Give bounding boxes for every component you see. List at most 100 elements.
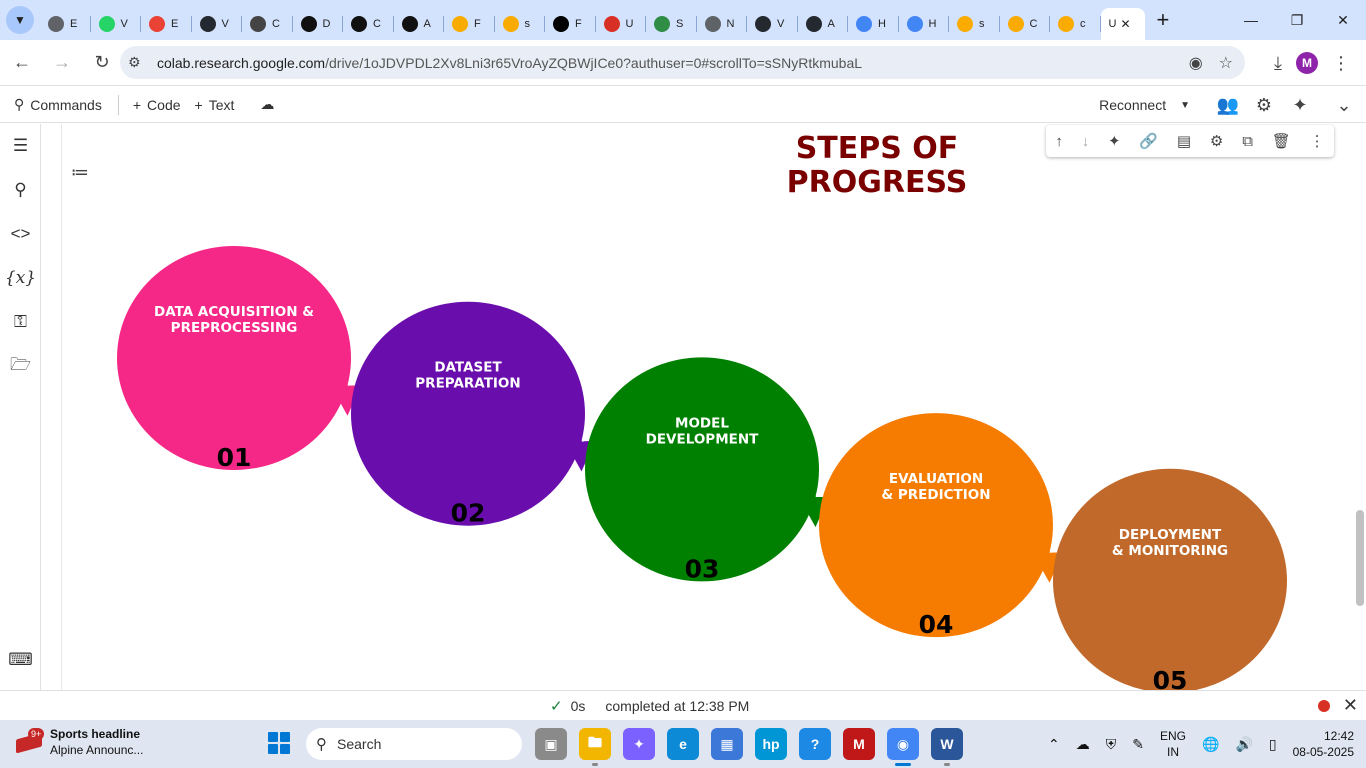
- files-folder-icon[interactable]: 🗁: [9, 354, 32, 374]
- reload-button[interactable]: ↻: [94, 52, 110, 72]
- mirror-cell-icon[interactable]: ⧉: [1242, 132, 1253, 150]
- tab-search-button[interactable]: ▼: [6, 6, 34, 34]
- browser-tab[interactable]: D: [293, 8, 344, 40]
- code-snippets-icon[interactable]: <>: [10, 224, 31, 243]
- close-icon[interactable]: ✕: [1342, 695, 1358, 715]
- pen-menu-icon[interactable]: ✎: [1132, 735, 1144, 752]
- reconnect-button[interactable]: Reconnect ▼: [1099, 97, 1190, 113]
- gemini-sparkle-icon[interactable]: ✦: [1292, 94, 1308, 115]
- caret-down-icon[interactable]: ▼: [1180, 99, 1190, 111]
- windows-start-icon[interactable]: [268, 732, 290, 754]
- browser-tab[interactable]: C: [242, 8, 293, 40]
- store-icon[interactable]: ▦: [711, 728, 743, 760]
- move-down-icon[interactable]: ↓: [1081, 132, 1090, 150]
- maximize-button[interactable]: ❐: [1290, 11, 1304, 28]
- cell-more-icon[interactable]: ⋮: [1309, 133, 1325, 150]
- eye-off-icon[interactable]: ◉: [1188, 54, 1203, 72]
- delete-icon[interactable]: 🗑: [1271, 133, 1291, 150]
- browser-tab[interactable]: N: [697, 8, 748, 40]
- scrollbar-thumb[interactable]: [1356, 510, 1364, 606]
- browser-tab[interactable]: c: [1050, 8, 1101, 40]
- add-text-button[interactable]: + Text: [195, 97, 235, 113]
- move-up-icon[interactable]: ↑: [1055, 132, 1063, 150]
- chrome-icon[interactable]: ◉: [887, 728, 919, 766]
- word-icon[interactable]: W: [931, 728, 963, 766]
- colab-toolbar: ⚲ Commands + Code + Text ☁ Reconnect ▼ 👥 ⚙ ✦…: [0, 87, 1366, 123]
- browser-tab[interactable]: E: [40, 8, 91, 40]
- battery-icon[interactable]: ▯: [1268, 735, 1277, 752]
- language-indicator[interactable]: ENG IN: [1160, 728, 1186, 760]
- step-circle: [351, 301, 585, 526]
- profile-avatar[interactable]: M: [1296, 52, 1318, 74]
- browser-tab[interactable]: s: [949, 8, 1000, 40]
- browser-tab[interactable]: A: [798, 8, 849, 40]
- cloud-save-icon[interactable]: ☁: [260, 96, 275, 112]
- forward-button[interactable]: →: [53, 52, 71, 72]
- browser-tab[interactable]: H: [899, 8, 950, 40]
- cell-settings-icon[interactable]: ⚙: [1209, 133, 1224, 150]
- bookmark-star-icon[interactable]: ☆: [1218, 54, 1233, 72]
- commands-button[interactable]: ⚲ Commands: [14, 96, 102, 113]
- clock[interactable]: 12:42 08-05-2025: [1293, 728, 1354, 760]
- browser-tab[interactable]: H: [848, 8, 899, 40]
- gemini-icon[interactable]: ✦: [1108, 133, 1121, 150]
- browser-tab[interactable]: C: [343, 8, 394, 40]
- vertical-scrollbar[interactable]: [1354, 124, 1366, 690]
- browser-tab-active[interactable]: U ✕: [1100, 8, 1145, 40]
- tab-close-icon[interactable]: ✕: [1120, 17, 1131, 31]
- window-controls: — ❐ ✕: [1228, 0, 1366, 40]
- browser-tab[interactable]: V: [747, 8, 798, 40]
- variables-icon[interactable]: {x}: [4, 268, 37, 288]
- security-icon[interactable]: ⛨: [1105, 735, 1117, 752]
- settings-gear-icon[interactable]: ⚙: [1255, 94, 1273, 115]
- url-text[interactable]: colab.research.google.com/drive/1oJDVPDL…: [157, 55, 862, 71]
- share-people-icon[interactable]: 👥: [1216, 94, 1240, 115]
- back-button[interactable]: ←: [13, 52, 31, 72]
- add-code-button[interactable]: + Code: [133, 97, 181, 113]
- browser-tab[interactable]: F: [444, 8, 495, 40]
- omnibox[interactable]: ⚙ colab.research.google.com/drive/1oJDVP…: [120, 46, 1245, 79]
- tab-title: H: [878, 18, 886, 30]
- terminal-icon[interactable]: ⌨: [8, 650, 33, 669]
- browser-tab[interactable]: A: [394, 8, 445, 40]
- copilot-icon[interactable]: ✦: [623, 728, 655, 760]
- secrets-key-icon[interactable]: ⚿: [14, 312, 27, 331]
- mcafee-icon[interactable]: M: [843, 728, 875, 760]
- taskbar-search-label: Search: [337, 736, 382, 752]
- news-widget[interactable]: 9+ Sports headline Alpine Announc...: [14, 726, 143, 758]
- chevron-up-icon[interactable]: ⌃: [1048, 735, 1060, 752]
- close-window-button[interactable]: ✕: [1337, 11, 1349, 28]
- browser-tab[interactable]: V: [192, 8, 243, 40]
- task-view-icon[interactable]: ▣: [535, 728, 567, 760]
- edge-icon[interactable]: e: [667, 728, 699, 760]
- find-icon[interactable]: ⚲: [14, 180, 27, 199]
- tab-favicon-icon: [805, 16, 822, 32]
- browser-tab[interactable]: C: [1000, 8, 1051, 40]
- exec-duration: 0s: [570, 697, 586, 714]
- taskbar-search[interactable]: ⚲ Search: [306, 728, 522, 760]
- output-collapse-icon[interactable]: ≔: [71, 162, 89, 182]
- download-icon[interactable]: ⤓: [1274, 52, 1282, 73]
- hp-icon[interactable]: hp: [755, 728, 787, 760]
- table-of-contents-icon[interactable]: ☰: [12, 136, 29, 155]
- browser-tab[interactable]: V: [91, 8, 142, 40]
- site-info-icon[interactable]: ⚙: [128, 54, 141, 70]
- volume-icon[interactable]: 🔊: [1235, 735, 1253, 752]
- collapse-header-icon[interactable]: ⌄: [1336, 94, 1352, 115]
- browser-tab[interactable]: s: [495, 8, 546, 40]
- help-icon[interactable]: ?: [799, 728, 831, 760]
- browser-tab[interactable]: U: [596, 8, 647, 40]
- left-sidebar: ☰ ⚲ <> {x} ⚿ 🗁 ⌨: [0, 124, 41, 690]
- onedrive-icon[interactable]: ☁: [1075, 735, 1090, 752]
- link-icon[interactable]: 🔗: [1139, 133, 1159, 150]
- browser-tab[interactable]: E: [141, 8, 192, 40]
- network-icon[interactable]: 🌐: [1202, 735, 1220, 752]
- file-explorer-icon[interactable]: 🖿: [579, 728, 611, 766]
- browser-tab[interactable]: F: [545, 8, 596, 40]
- more-menu-icon[interactable]: ⋮: [1332, 52, 1350, 73]
- comment-icon[interactable]: ▤: [1176, 133, 1192, 150]
- minimize-button[interactable]: —: [1244, 12, 1258, 28]
- new-tab-button[interactable]: +: [1156, 7, 1170, 32]
- browser-tab[interactable]: S: [646, 8, 697, 40]
- step-number: 01: [217, 443, 252, 472]
